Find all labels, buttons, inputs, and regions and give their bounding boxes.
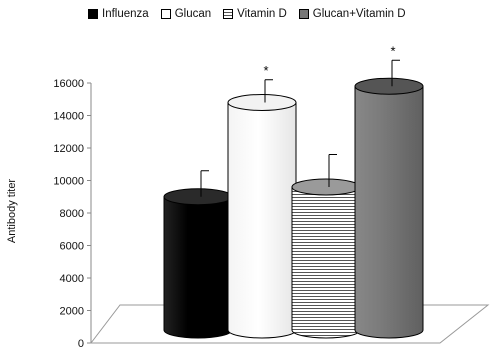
bar-body bbox=[292, 187, 360, 338]
y-tick-label: 2000 bbox=[60, 306, 84, 318]
y-tick-label: 12000 bbox=[53, 143, 84, 155]
bar-glucan: * bbox=[228, 63, 296, 338]
y-tick-label: 8000 bbox=[60, 208, 84, 220]
y-tick-label: 6000 bbox=[60, 241, 84, 253]
bar-body bbox=[228, 103, 296, 338]
significance-marker: * bbox=[263, 63, 268, 78]
y-tick-label: 0 bbox=[78, 338, 84, 350]
significance-marker: * bbox=[390, 43, 395, 58]
bar-influenza bbox=[164, 171, 232, 338]
bar-top bbox=[228, 95, 296, 111]
bar-top bbox=[164, 189, 232, 205]
bar-top bbox=[355, 78, 423, 94]
bar-body bbox=[355, 86, 423, 338]
y-tick-label: 4000 bbox=[60, 273, 84, 285]
bar-body bbox=[164, 197, 232, 338]
y-tick-label: 14000 bbox=[53, 111, 84, 123]
bar-vitamin-d bbox=[292, 155, 360, 339]
bar-top bbox=[292, 179, 360, 195]
y-tick-label: 16000 bbox=[53, 78, 84, 90]
y-tick-label: 10000 bbox=[53, 176, 84, 188]
bar-glucan-vitamin-d: * bbox=[355, 43, 423, 338]
